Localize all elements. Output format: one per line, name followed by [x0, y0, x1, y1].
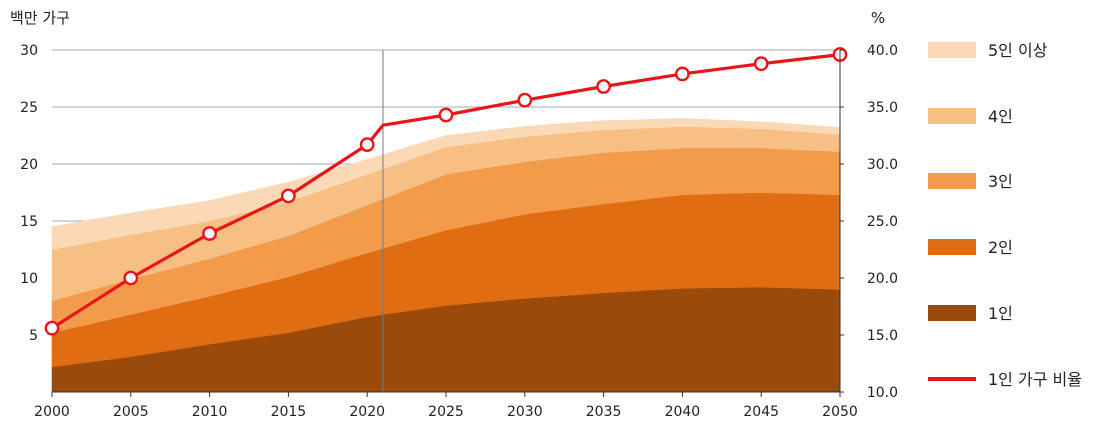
ratio-point: [280, 188, 296, 204]
y-left-tick-label: 30: [20, 43, 38, 59]
ratio-line: [51, 53, 841, 330]
x-tick-label: 2035: [586, 404, 622, 420]
stacked-areas: [51, 118, 841, 393]
x-tick-label: 2050: [822, 404, 858, 420]
left-axis-unit: 백만 가구: [10, 9, 70, 27]
legend-swatch: [928, 239, 976, 255]
ratio-point: [753, 56, 769, 72]
ratio-point: [517, 92, 533, 108]
y-right-tick-label: 35.0: [867, 100, 898, 116]
legend-label: 1인 가구 비율: [988, 370, 1082, 389]
y-left-tick-label: 25: [20, 100, 38, 116]
y-right-tick-label: 40.0: [867, 43, 898, 59]
x-tick-label: 2045: [743, 404, 779, 420]
x-tick-label: 2030: [507, 404, 543, 420]
y-left-tick-label: 15: [20, 214, 38, 230]
legend-label: 1인: [988, 304, 1013, 323]
ratio-line-layer: [44, 47, 848, 336]
y-right-tick-label: 15.0: [867, 328, 898, 344]
y-right-tick-label: 25.0: [867, 214, 898, 230]
ratio-point: [123, 270, 139, 286]
y-right-tick-label: 10.0: [867, 385, 898, 401]
legend-label: 2인: [988, 238, 1013, 257]
y-left-tick-label: 5: [29, 328, 38, 344]
right-axis-unit: %: [871, 9, 885, 27]
ratio-point: [596, 79, 611, 94]
y-right-tick-label: 30.0: [867, 157, 898, 173]
legend-swatch: [928, 305, 976, 321]
ratio-point: [675, 66, 690, 82]
legend-label: 3인: [988, 172, 1013, 191]
x-tick-label: 2005: [113, 404, 149, 420]
legend-label: 5인 이상: [988, 41, 1048, 60]
x-tick-label: 2025: [428, 404, 464, 420]
legend-swatch: [928, 42, 976, 58]
legend-swatch: [928, 173, 976, 189]
y-left-tick-label: 10: [20, 271, 38, 287]
x-tick-label: 2040: [665, 404, 701, 420]
ratio-point: [44, 320, 60, 336]
ratio-point: [438, 107, 454, 123]
legend-swatch: [928, 108, 976, 124]
y-right-tick-label: 20.0: [867, 271, 898, 287]
legend-label: 4인: [988, 107, 1013, 126]
x-tick-label: 2010: [192, 404, 228, 420]
x-tick-label: 2020: [349, 404, 385, 420]
legend: 5인 이상 4인 3인 2인 1인 1인 가구 비율: [928, 41, 1082, 389]
y-left-tick-label: 20: [20, 157, 38, 173]
axes: 2000 2005 2010 2015 2020 2025 2030 2035 2040 2045…: [20, 43, 898, 420]
ratio-point: [359, 137, 375, 153]
ratio-point: [202, 226, 218, 241]
x-tick-label: 2000: [34, 404, 70, 420]
x-tick-label: 2015: [271, 404, 307, 420]
